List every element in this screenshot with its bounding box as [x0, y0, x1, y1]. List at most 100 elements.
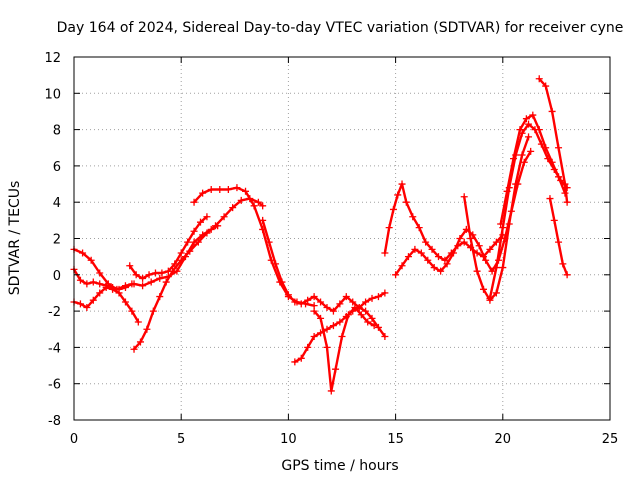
data-point-marker — [437, 267, 445, 275]
data-point-marker — [374, 323, 382, 331]
data-point-marker — [503, 187, 511, 195]
data-point-marker — [190, 227, 198, 235]
data-point-marker — [310, 333, 318, 341]
data-point-marker — [370, 322, 378, 330]
data-point-marker — [177, 256, 185, 264]
data-point-marker — [134, 318, 142, 326]
data-point-marker — [381, 333, 389, 341]
data-point-marker — [362, 298, 370, 306]
data-point-marker — [428, 245, 436, 253]
data-point-marker — [297, 300, 305, 308]
data-point-marker — [563, 198, 571, 206]
data-point-marker — [272, 260, 280, 268]
data-point-marker — [520, 158, 528, 166]
data-point-marker — [381, 249, 389, 257]
data-point-marker — [555, 238, 563, 246]
data-point-marker — [555, 144, 563, 152]
data-point-marker — [486, 294, 494, 302]
data-point-marker — [342, 293, 350, 301]
data-point-marker — [151, 269, 159, 277]
data-point-marker — [456, 235, 464, 242]
data-point-marker — [128, 307, 136, 315]
data-point-marker — [492, 238, 500, 246]
data-point-marker — [102, 282, 110, 290]
data-point-marker — [357, 311, 365, 319]
data-point-marker — [542, 82, 550, 90]
data-point-marker — [143, 325, 151, 333]
data-point-marker — [398, 180, 406, 188]
data-point-marker — [374, 293, 382, 301]
data-point-marker — [317, 298, 325, 306]
data-point-marker — [304, 343, 312, 351]
data-point-marker — [194, 238, 202, 246]
data-point-marker — [190, 198, 198, 206]
data-point-marker — [417, 249, 425, 257]
data-point-marker — [381, 289, 389, 297]
data-point-marker — [336, 300, 344, 308]
data-point-marker — [89, 296, 97, 304]
data-point-marker — [338, 333, 346, 341]
data-point-marker — [139, 282, 147, 290]
data-point-marker — [394, 191, 402, 199]
data-point-marker — [563, 271, 571, 279]
data-point-marker — [415, 224, 423, 232]
data-point-marker — [203, 229, 211, 237]
data-point-marker — [516, 126, 524, 134]
data-point-marker — [475, 242, 483, 250]
data-point-marker — [310, 293, 318, 301]
data-point-marker — [402, 198, 410, 206]
data-point-marker — [121, 284, 129, 292]
data-point-marker — [364, 318, 372, 326]
data-point-marker — [156, 293, 164, 301]
data-point-marker — [561, 180, 569, 188]
data-point-marker — [392, 271, 400, 279]
y-tick-label: 2 — [53, 233, 61, 248]
data-point-marker — [480, 285, 488, 293]
x-axis-label: GPS time / hours — [281, 458, 398, 474]
data-point-marker — [203, 213, 211, 221]
data-point-marker — [83, 280, 91, 288]
data-point-marker — [96, 269, 104, 277]
data-point-marker — [242, 187, 250, 195]
x-tick-label: 10 — [280, 432, 297, 447]
data-point-marker — [512, 180, 520, 188]
data-point-marker — [224, 185, 232, 193]
data-point-marker — [467, 235, 475, 242]
data-point-marker — [132, 271, 140, 279]
data-point-marker — [336, 318, 344, 326]
data-series-arc-12 — [460, 133, 533, 304]
data-point-marker — [546, 195, 554, 203]
data-point-marker — [492, 289, 500, 297]
series-line — [463, 135, 530, 302]
y-axis-label: SDTVAR / TECUs — [7, 181, 23, 296]
data-point-marker — [327, 387, 335, 395]
data-point-marker — [83, 303, 91, 311]
data-series-arc-15 — [535, 75, 571, 206]
data-point-marker — [254, 198, 262, 206]
data-point-marker — [344, 311, 352, 319]
data-point-marker — [505, 220, 513, 228]
data-point-marker — [76, 276, 84, 284]
data-point-marker — [317, 314, 325, 322]
data-point-marker — [510, 155, 518, 163]
data-point-marker — [237, 196, 245, 204]
data-point-marker — [368, 294, 376, 302]
data-point-marker — [535, 75, 543, 83]
data-point-marker — [130, 345, 138, 353]
data-point-marker — [115, 285, 123, 293]
data-point-marker — [449, 249, 457, 257]
data-point-marker — [332, 365, 340, 373]
data-series-arc-10 — [381, 180, 507, 264]
data-point-marker — [156, 274, 164, 282]
data-point-marker — [250, 202, 258, 210]
series-line — [72, 224, 219, 291]
data-point-marker — [529, 111, 537, 119]
data-point-marker — [460, 193, 468, 201]
data-point-marker — [460, 238, 468, 246]
data-point-marker — [525, 133, 533, 141]
data-point-marker — [409, 213, 417, 221]
data-point-marker — [87, 256, 95, 264]
y-tick-label: 10 — [44, 87, 61, 102]
data-point-marker — [184, 238, 192, 246]
